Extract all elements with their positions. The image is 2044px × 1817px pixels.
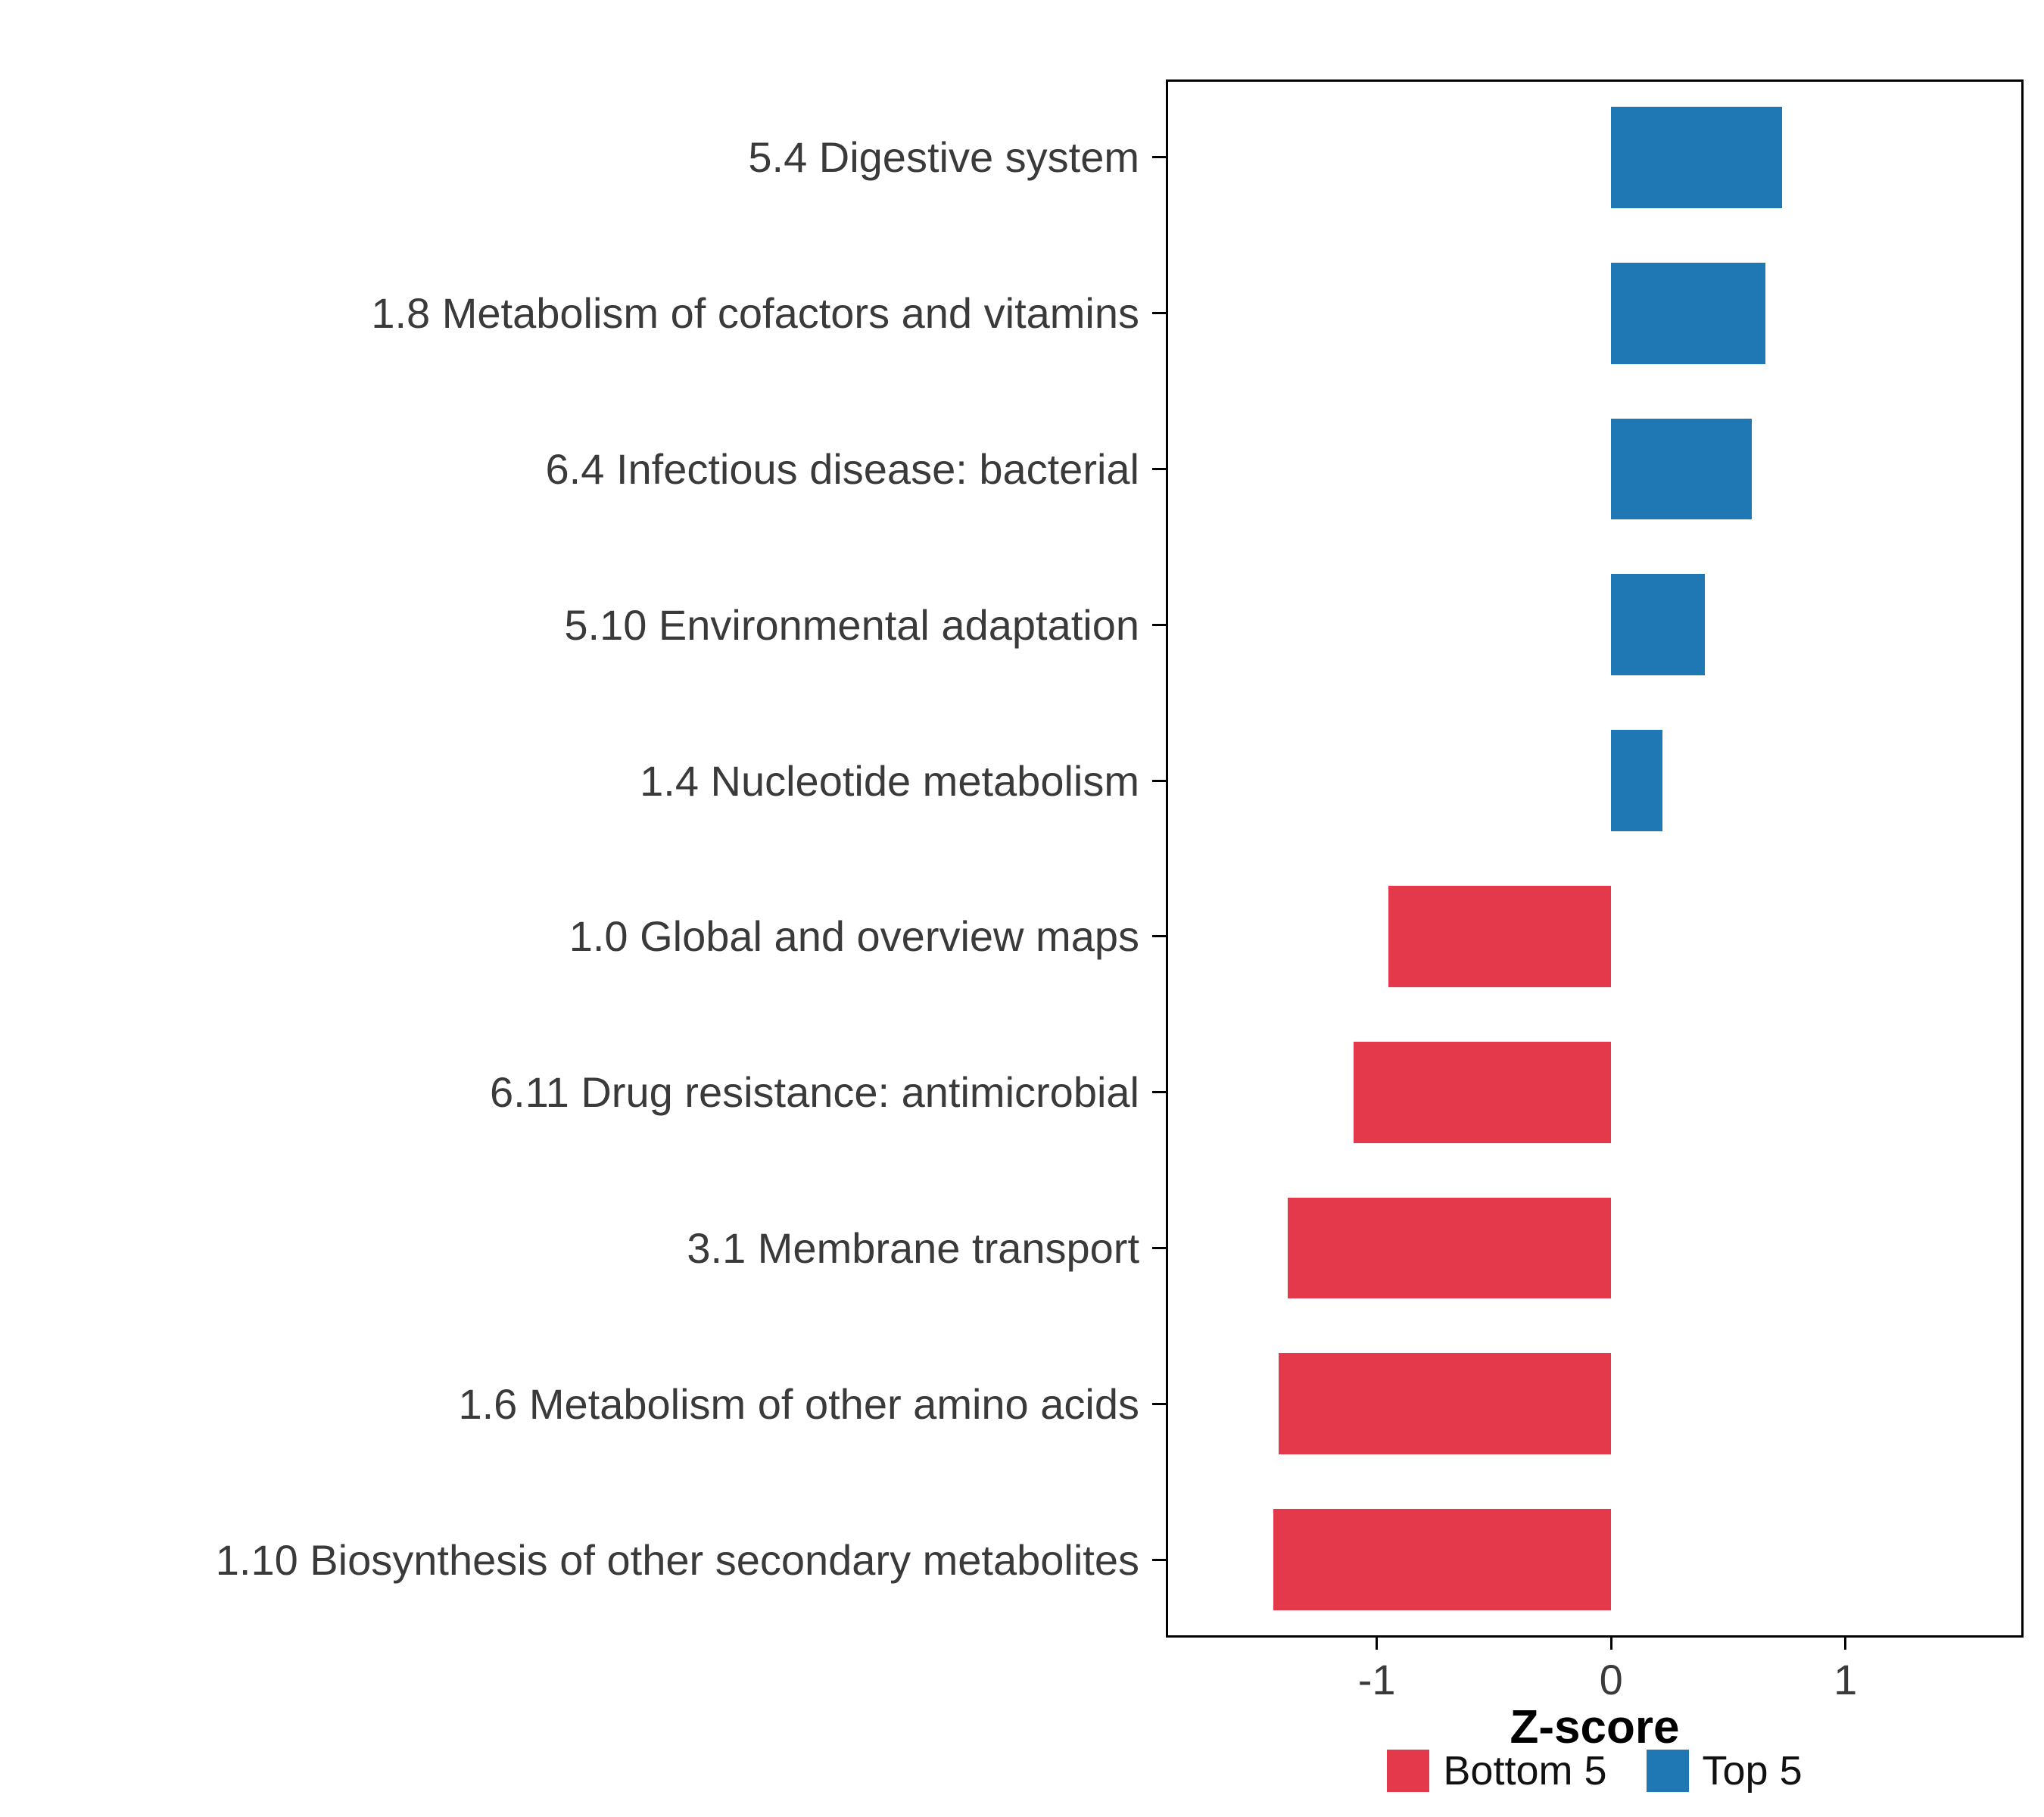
legend-item: Bottom 5: [1387, 1747, 1607, 1794]
y-axis-tick-mark: [1152, 312, 1166, 315]
y-axis-tick-mark: [1152, 623, 1166, 626]
y-axis-tick-mark: [1152, 468, 1166, 470]
y-axis-tick-mark: [1152, 156, 1166, 159]
legend-color-swatch: [1387, 1750, 1430, 1792]
y-axis-tick-mark: [1152, 779, 1166, 782]
bar: [1273, 1509, 1612, 1610]
legend-color-swatch: [1646, 1750, 1689, 1792]
legend-label: Bottom 5: [1443, 1748, 1607, 1794]
y-axis-label: 5.4 Digestive system: [748, 133, 1139, 182]
bar: [1388, 886, 1612, 987]
bar: [1611, 262, 1766, 364]
legend-item: Top 5: [1646, 1747, 1803, 1794]
y-axis-label: 3.1 Membrane transport: [687, 1223, 1139, 1272]
x-axis-title: Z-score: [1510, 1701, 1680, 1753]
y-axis-label: 1.8 Metabolism of cofactors and vitamins: [371, 289, 1139, 338]
bar: [1611, 574, 1705, 676]
y-axis-label: 6.11 Drug resistance: antimicrobial: [489, 1068, 1139, 1117]
bar: [1278, 1353, 1612, 1455]
y-axis-tick-mark: [1152, 1091, 1166, 1094]
y-axis-label: 5.10 Environmental adaptation: [564, 600, 1139, 649]
x-axis-tick-mark: [1376, 1638, 1379, 1650]
y-axis-label: 1.0 Global and overview maps: [569, 912, 1139, 961]
bar: [1611, 730, 1663, 831]
y-axis-tick-mark: [1152, 1558, 1166, 1561]
x-axis-tick-label: 0: [1599, 1656, 1623, 1703]
x-axis-tick-label: -1: [1357, 1656, 1396, 1703]
y-axis-label: 6.4 Infectious disease: bacterial: [545, 444, 1139, 493]
bar: [1287, 1197, 1612, 1299]
chart-legend: Bottom 5 Top 5: [1166, 1747, 2024, 1794]
x-axis-tick-label: 1: [1834, 1656, 1858, 1703]
y-axis-label: 1.6 Metabolism of other amino acids: [458, 1379, 1139, 1428]
y-axis-tick-mark: [1152, 1402, 1166, 1405]
y-axis-tick-mark: [1152, 935, 1166, 938]
legend-label: Top 5: [1702, 1748, 1803, 1794]
y-axis-label: 1.10 Biosynthesis of other secondary met…: [215, 1535, 1139, 1584]
bar: [1353, 1041, 1612, 1143]
bar: [1611, 418, 1752, 520]
y-axis-label: 1.4 Nucleotide metabolism: [640, 756, 1139, 805]
y-axis-tick-mark: [1152, 1247, 1166, 1249]
x-axis-tick-mark: [1609, 1638, 1612, 1650]
bar: [1611, 107, 1783, 208]
x-axis-tick-mark: [1844, 1638, 1847, 1650]
